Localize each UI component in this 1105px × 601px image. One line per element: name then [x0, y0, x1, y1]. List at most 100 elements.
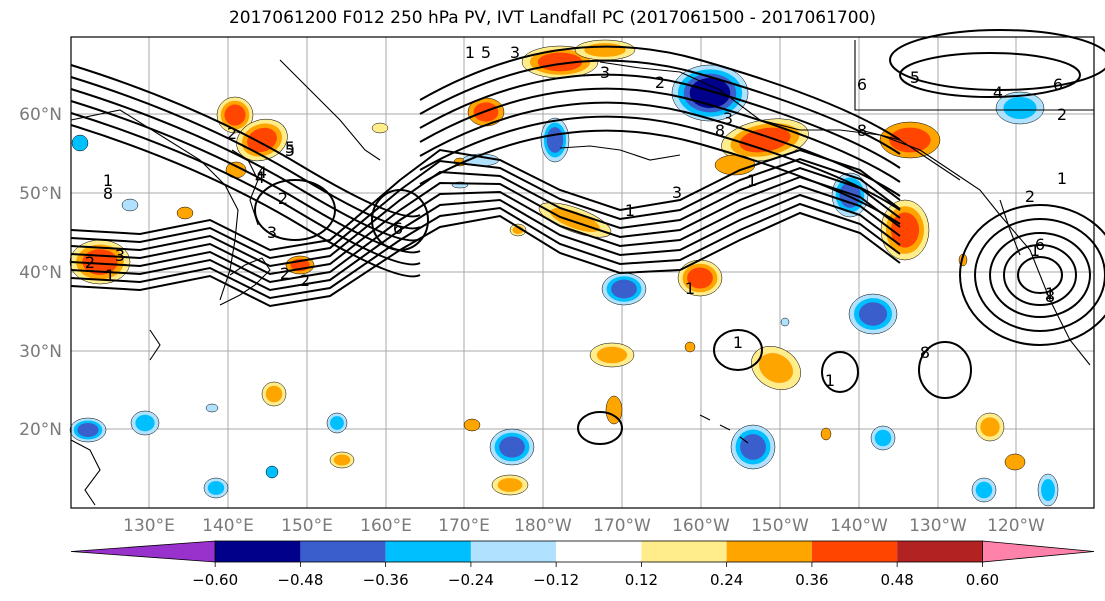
pv-anomaly-blob — [975, 412, 1005, 442]
coastline — [599, 61, 1091, 366]
colorbar-bin — [641, 541, 727, 562]
ivt-contour-closed — [713, 329, 763, 371]
pv-anomaly-blob — [540, 117, 570, 163]
contour-label: 2 — [300, 271, 310, 290]
ivt-contour-closed — [899, 52, 1081, 98]
contour-label: 8 — [1045, 287, 1055, 306]
colorbar-bin — [470, 541, 557, 562]
contour-label: 5 — [910, 68, 920, 87]
contour-label: 5 — [481, 43, 491, 62]
pv-anomaly-blob — [780, 317, 790, 327]
contour-label: 2 — [227, 124, 237, 143]
pv-anomaly-blob — [491, 474, 529, 496]
contour-label: 5 — [285, 138, 295, 157]
colorbar-tick-label: 0.60 — [966, 571, 999, 589]
colorbar-extend-max — [982, 540, 1095, 563]
ivt-contour-closed — [959, 204, 1105, 346]
ivt-contour-line — [419, 45, 901, 141]
ivt-contour-line — [419, 73, 901, 169]
lat-tick-label: 60°N — [19, 105, 62, 125]
pv-anomaly-blob — [605, 395, 623, 425]
lon-tick-label: 160°W — [672, 516, 730, 536]
contour-label: 1 — [625, 201, 635, 220]
lat-tick-label: 30°N — [19, 342, 62, 362]
pv-anomaly-blob — [880, 199, 930, 261]
contour-label: 3 — [115, 246, 125, 265]
pv-anomaly-blob — [205, 403, 219, 413]
lon-tick-label: 150°E — [281, 516, 333, 536]
lon-tick-label: 140°W — [830, 516, 888, 536]
contour-label: 1 — [685, 279, 695, 298]
coastline — [854, 40, 1094, 111]
lon-tick-label: 170°E — [438, 516, 490, 536]
pv-anomaly-blob — [203, 477, 229, 499]
contour-label: 2 — [1057, 105, 1067, 124]
colorbar-bin — [215, 541, 301, 562]
colorbar-bin — [726, 541, 812, 562]
ivt-contours — [70, 29, 1105, 445]
ivt-contour-line — [70, 88, 421, 242]
contour-label: 6 — [393, 219, 403, 238]
colorbar-bin — [556, 541, 642, 562]
ivt-contour-line — [70, 211, 901, 308]
ivt-contour-closed — [889, 29, 1105, 91]
contour-label: 3 — [723, 109, 733, 128]
ivt-contour-closed — [254, 179, 336, 241]
contour-label: 8 — [920, 343, 930, 362]
ivt-contour-line — [70, 76, 421, 230]
colorbar-outline — [214, 540, 983, 563]
lat-tick-label: 50°N — [19, 184, 62, 204]
coastline — [559, 145, 681, 161]
ivt-contour-line — [419, 59, 901, 155]
contour-label: 3 — [267, 223, 277, 242]
contour-label: 2 — [280, 264, 290, 283]
ivt-contour-line — [70, 148, 901, 252]
pv-anomaly-blob — [69, 417, 107, 443]
pv-anomaly-blob — [489, 428, 535, 466]
contour-label: 2 — [278, 189, 288, 208]
contour-label: 3 — [510, 43, 520, 62]
contour-label: 1 — [103, 171, 113, 190]
lon-tick-label: 120°W — [987, 516, 1045, 536]
colorbar-bin — [300, 541, 386, 562]
contour-label: 1 — [105, 266, 115, 285]
colorbar-tick-label: −0.60 — [192, 571, 238, 589]
ivt-contour-line — [419, 129, 901, 225]
pv-anomaly-blob — [463, 418, 481, 432]
lon-tick-label: 160°E — [360, 516, 412, 536]
contour-label: 1 — [465, 43, 475, 62]
pv-anomaly-blob — [1004, 453, 1026, 471]
ivt-contour-line — [70, 166, 901, 268]
ivt-contour-closed — [577, 411, 623, 445]
contour-label: 3 — [672, 183, 682, 202]
colorbar-tick-label: 0.24 — [710, 571, 743, 589]
pv-anomaly-blob — [265, 465, 279, 479]
lon-tick-label: 170°W — [593, 516, 651, 536]
ivt-contour-line — [70, 157, 901, 260]
colorbar-tick-label: 0.36 — [795, 571, 828, 589]
pv-anomaly-blob — [329, 451, 355, 469]
ivt-contour-closed — [371, 189, 429, 251]
pv-anomaly-blob — [684, 341, 696, 353]
colorbar: −0.60 −0.48 −0.36 −0.24 −0.12 0.12 0.24 0.36 0.4… — [70, 540, 1095, 589]
lon-tick-label: 130°E — [123, 516, 175, 536]
contour-label: 8 — [857, 121, 867, 140]
contour-label: 1 — [733, 333, 743, 352]
contour-label: 2 — [1025, 187, 1035, 206]
coastline — [699, 414, 749, 444]
coastline — [859, 129, 961, 181]
ivt-contour-line — [70, 124, 421, 278]
coastline — [149, 329, 161, 361]
pv-anomaly-blob — [589, 342, 635, 368]
pv-anomaly-blob — [971, 477, 997, 503]
contour-label: 6 — [857, 75, 867, 94]
contour-label: 1 — [1045, 284, 1055, 303]
ivt-contour-line — [419, 115, 901, 211]
lon-tick-label: 140°E — [202, 516, 254, 536]
contour-label: 2 — [85, 253, 95, 272]
ivt-contour-line — [70, 184, 901, 284]
pv-anomaly-blob — [371, 122, 389, 134]
ivt-contour-closed — [974, 218, 1105, 332]
ivt-contour-line — [70, 112, 421, 266]
